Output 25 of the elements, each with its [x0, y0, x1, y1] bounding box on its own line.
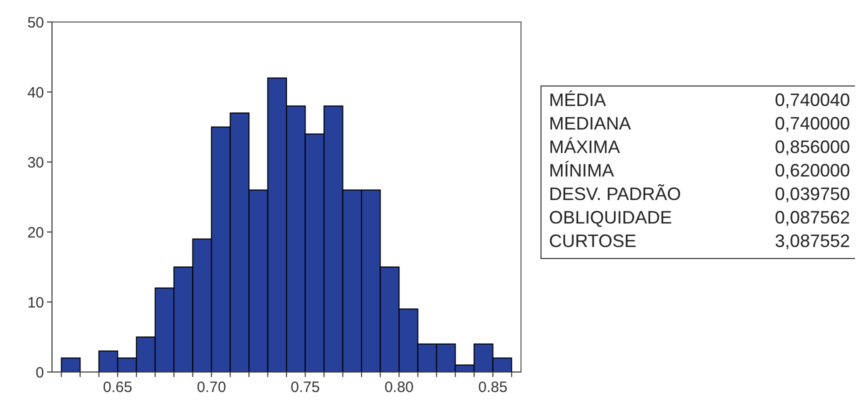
text: 0,740000	[774, 114, 850, 134]
text: MEDIANA	[549, 114, 632, 134]
y-tick-label: 10	[27, 294, 44, 312]
text: 0,856000	[774, 137, 850, 157]
text: 0,620000	[774, 160, 850, 180]
y-tick-label: 0	[36, 364, 44, 382]
text: 0,087562	[774, 208, 850, 228]
x-tick-label: 0.75	[290, 379, 320, 396]
y-tick-label: 30	[27, 154, 44, 172]
y-tick-label: 20	[27, 224, 44, 242]
text: CURTOSE	[549, 231, 636, 251]
x-tick-label: 0.80	[384, 379, 414, 396]
x-tick-label: 0.65	[103, 379, 132, 396]
text: 0,039750	[774, 184, 850, 204]
text: OBLIQUIDADE	[549, 208, 672, 228]
text: MÍNIMA	[549, 160, 614, 180]
text: 0,740040	[774, 90, 850, 110]
text: 3,087552	[774, 231, 850, 251]
text: MÁXIMA	[549, 137, 620, 157]
y-tick-label: 50	[27, 14, 44, 32]
y-tick-label: 40	[27, 84, 44, 102]
x-tick-label: 0.70	[196, 379, 226, 396]
text: DESV. PADRÃO	[549, 184, 682, 204]
x-tick-label: 0.85	[478, 379, 508, 396]
text: MÉDIA	[549, 90, 606, 110]
